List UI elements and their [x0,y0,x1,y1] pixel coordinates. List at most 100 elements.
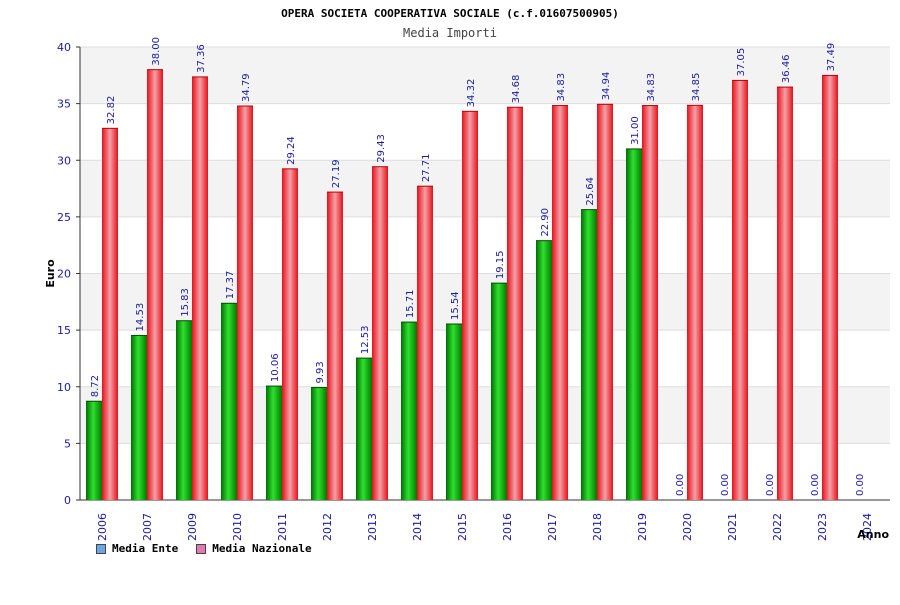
bar-media-nazionale [732,80,748,500]
y-tick-label: 25 [57,211,71,224]
x-axis-label: Anno [857,528,889,541]
bar-media-nazionale [147,69,163,501]
data-label: 32.82 [106,96,117,125]
data-label: 22.90 [540,208,551,237]
x-tick-label: 2011 [276,513,289,541]
data-label: 37.49 [826,43,837,72]
bar-media-ente [626,148,642,501]
data-label: 34.83 [556,73,567,102]
chart-subtitle: Media Importi [403,26,497,40]
data-label: 0.00 [675,474,686,496]
x-tick-label: 2012 [321,513,334,541]
data-label: 38.00 [151,37,162,66]
y-axis-label: Euro [44,259,57,288]
data-label: 29.43 [376,134,387,163]
data-label: 12.53 [360,325,371,354]
y-tick-label: 10 [57,381,71,394]
grid-band [80,330,890,387]
y-tick-label: 40 [57,41,71,54]
bar-media-nazionale [462,111,478,501]
data-label: 9.93 [315,361,326,383]
data-label: 17.37 [225,271,236,300]
bar-media-ente [491,283,507,500]
y-tick-label: 0 [64,494,71,507]
bar-media-ente [581,209,597,500]
bar-media-nazionale [507,107,523,501]
x-tick-label: 2009 [186,513,199,541]
bar-media-nazionale [327,192,343,501]
data-label: 10.06 [270,353,281,382]
grid-band-shaded [80,386,890,444]
bar-media-nazionale [417,186,433,500]
x-tick-label: 2024 [861,513,874,541]
bar-media-nazionale [687,105,703,500]
bar-media-ente [221,303,237,500]
bar-media-ente [176,320,192,500]
x-tick-label: 2022 [771,513,784,541]
y-tick-label: 30 [57,154,71,167]
bar-media-ente [266,386,282,500]
grid-band [80,443,890,500]
data-label: 29.24 [286,136,297,165]
y-tick-label: 20 [57,268,71,281]
data-label: 37.36 [196,44,207,73]
x-tick-label: 2015 [456,513,469,541]
x-tick-label: 2010 [231,513,244,541]
x-tick-label: 2021 [726,513,739,541]
data-label: 34.32 [466,79,477,108]
data-label: 15.71 [405,289,416,318]
chart-title: OPERA SOCIETA COOPERATIVA SOCIALE (c.f.0… [281,7,619,20]
bar-media-ente [311,387,327,500]
x-tick-label: 2006 [96,513,109,541]
bar-media-ente [536,240,552,500]
data-label: 15.54 [450,291,461,320]
bar-media-nazionale [597,104,613,500]
bar-media-nazionale [552,105,568,501]
data-label: 0.00 [810,474,821,496]
legend-item-media-ente: Media Ente [96,542,178,555]
data-label: 27.71 [421,154,432,183]
y-tick-label: 15 [57,324,71,337]
x-tick-label: 2017 [546,513,559,541]
legend-swatch-media-nazionale [196,543,207,554]
data-label: 34.68 [511,75,522,104]
x-tick-label: 2016 [501,513,514,541]
data-label: 34.85 [691,73,702,102]
grid-band-shaded [80,160,890,217]
data-label: 8.72 [90,375,101,397]
grid-band-shaded [80,47,890,104]
grid-band [80,103,890,161]
data-label: 0.00 [855,474,866,496]
x-tick-label: 2023 [816,513,829,541]
legend-label-media-ente: Media Ente [112,542,179,555]
data-label: 27.19 [331,159,342,188]
y-tick-label: 35 [57,98,71,111]
bar-media-nazionale [237,106,253,501]
bar-media-nazionale [642,105,658,501]
y-tick-label: 5 [64,437,71,450]
x-tick-label: 2018 [591,513,604,541]
bar-media-ente [401,322,417,500]
data-label: 34.83 [646,73,657,102]
legend-swatch-media-ente [96,543,106,554]
bar-media-nazionale [102,128,118,500]
x-tick-label: 2019 [636,513,649,541]
data-label: 19.15 [495,250,506,279]
grid-band-shaded [80,273,890,331]
grid-band [80,216,890,274]
bar-media-nazionale [372,166,388,500]
data-label: 31.00 [630,116,641,145]
bar-media-nazionale [822,75,838,500]
data-label: 34.79 [241,73,252,102]
x-tick-label: 2013 [366,513,379,541]
x-tick-label: 2007 [141,513,154,541]
data-label: 15.83 [180,288,191,317]
data-label: 14.53 [135,303,146,332]
data-label: 0.00 [765,474,776,496]
data-label: 36.46 [781,54,792,83]
data-label: 25.64 [585,177,596,206]
data-label: 0.00 [720,474,731,496]
x-tick-label: 2020 [681,513,694,541]
